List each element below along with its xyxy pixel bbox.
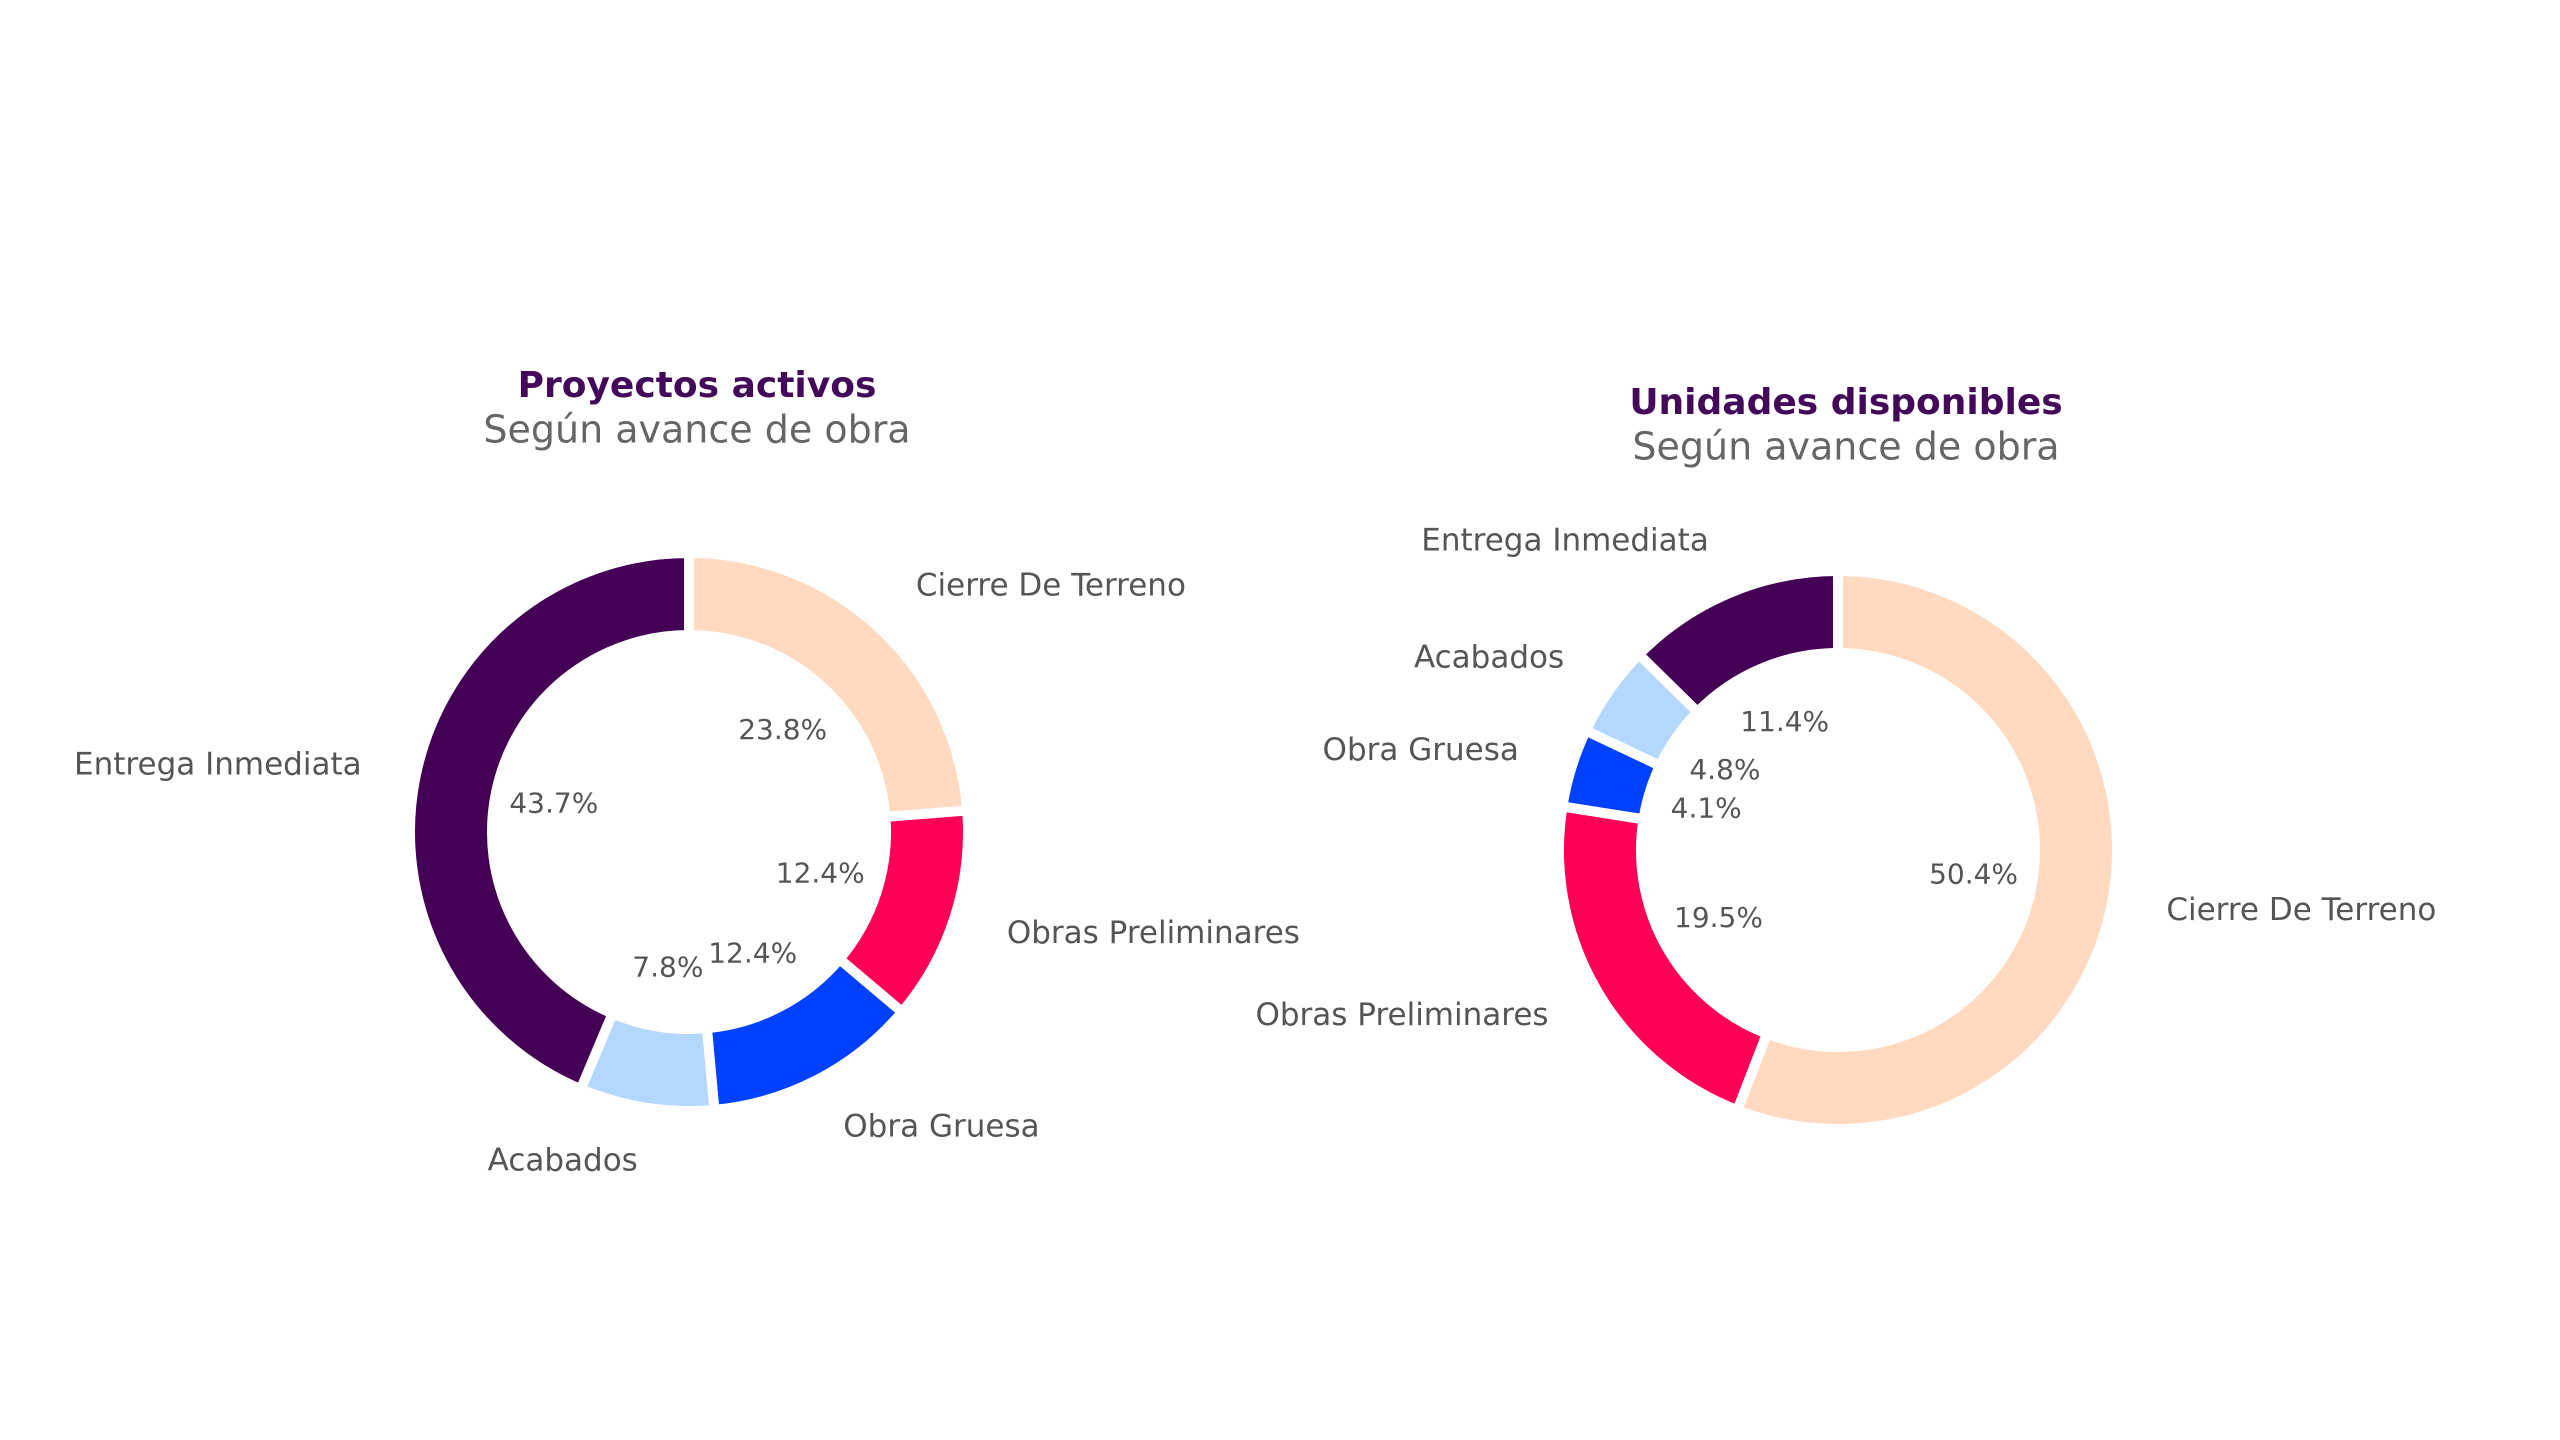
slice-label: Obras Preliminares xyxy=(1007,915,1300,951)
donut-slice xyxy=(1554,800,1774,1117)
slice-label: Entrega Inmediata xyxy=(74,746,362,782)
donut-slice xyxy=(1730,565,2122,1134)
slice-percent: 12.4% xyxy=(776,856,865,889)
slice-percent: 4.1% xyxy=(1671,791,1742,824)
chart-subtitle: Según avance de obra xyxy=(1632,425,2059,469)
slice-label: Cierre De Terreno xyxy=(916,567,1186,603)
chart-subtitle: Según avance de obra xyxy=(483,408,910,452)
slice-label: Obra Gruesa xyxy=(843,1109,1039,1145)
slice-percent: 11.4% xyxy=(1740,705,1829,738)
slice-label: Acabados xyxy=(1414,639,1564,675)
slice-label: Entrega Inmediata xyxy=(1421,522,1709,558)
slice-percent: 19.5% xyxy=(1674,901,1763,934)
slice-percent: 23.8% xyxy=(738,713,827,746)
chart-title: Unidades disponibles xyxy=(1629,382,2062,423)
slice-percent: 43.7% xyxy=(509,787,598,820)
chart-title: Proyectos activos xyxy=(518,365,877,406)
slice-percent: 7.8% xyxy=(632,950,703,983)
slice-percent: 50.4% xyxy=(1929,857,2018,890)
slice-percent: 12.4% xyxy=(708,936,797,969)
slice-label: Obras Preliminares xyxy=(1255,997,1548,1033)
slice-label: Obra Gruesa xyxy=(1323,732,1519,768)
slice-percent: 4.8% xyxy=(1689,753,1760,786)
slice-label: Cierre De Terreno xyxy=(2166,892,2436,928)
donut-slice xyxy=(701,952,910,1116)
donut-slice xyxy=(405,547,694,1096)
donut-slice xyxy=(1631,565,1843,719)
slice-label: Acabados xyxy=(488,1143,638,1179)
